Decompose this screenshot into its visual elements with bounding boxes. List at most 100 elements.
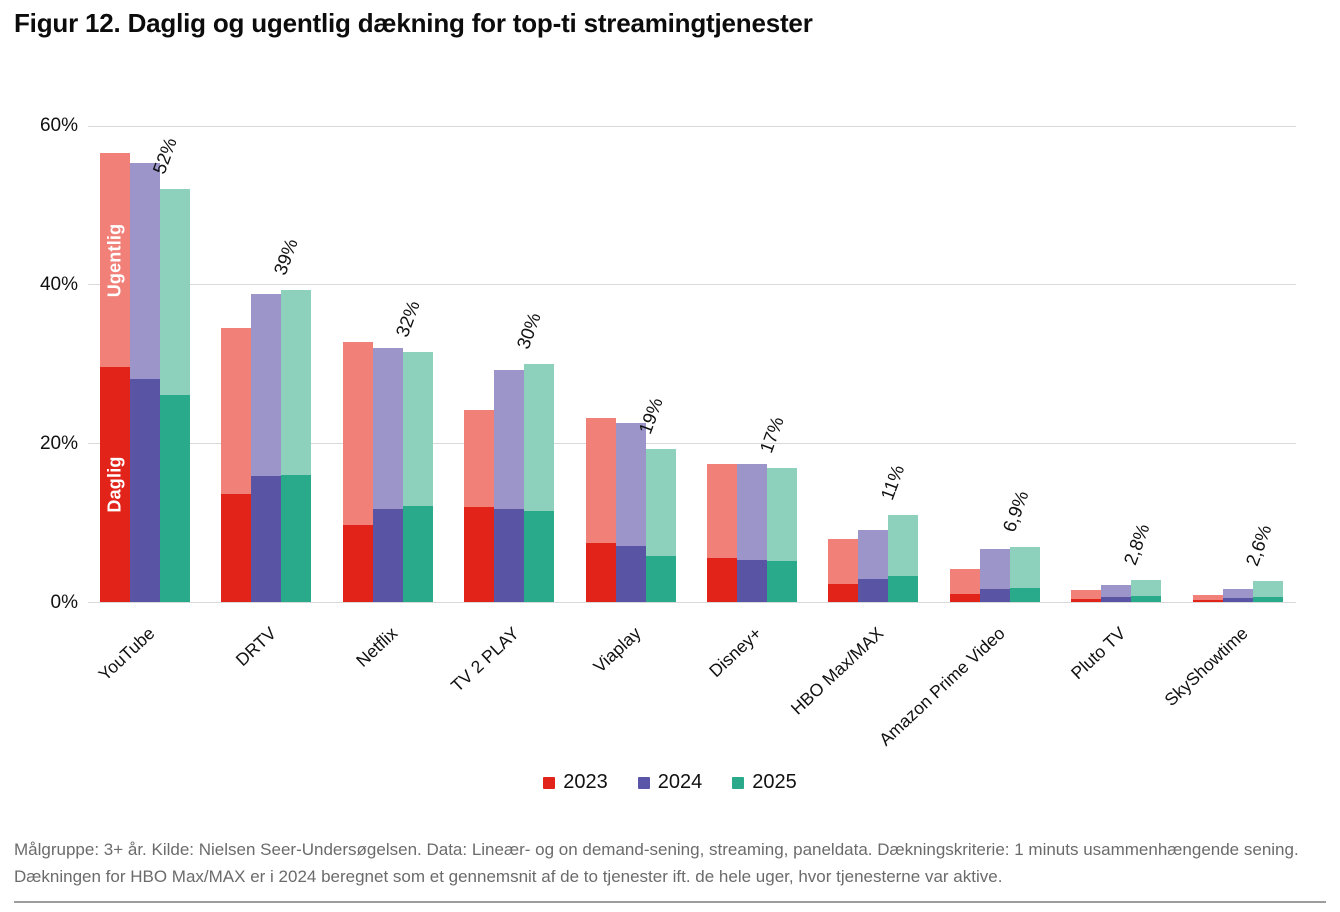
daily-segment [707, 558, 737, 602]
daily-segment [858, 578, 889, 602]
daily-segment [1131, 595, 1162, 602]
bar-youtube-2023: Ugentlig Daglig [100, 152, 130, 602]
plot-area: Ugentlig Daglig 52% YouTube 39% DRTV 32% Netfli… [88, 126, 1296, 750]
bar-skyshowtime-2025 [1252, 581, 1283, 602]
bar-pluto-tv-2025 [1131, 579, 1162, 602]
weekly-segment [1252, 581, 1283, 598]
bar-amazon-prime-video-2024 [979, 548, 1010, 602]
x-axis-label-disney: Disney+ [705, 623, 766, 682]
bar-drtv-2025 [281, 290, 312, 602]
bar-youtube-2024 [130, 163, 160, 602]
daily-segment [1071, 598, 1102, 602]
bar-amazon-prime-video-2025 [1009, 547, 1040, 602]
weekly-segment [342, 342, 373, 525]
x-axis-label-tv-2-play: TV 2 PLAY [446, 623, 523, 696]
gridline-40 [88, 284, 1296, 285]
weekly-segment [524, 364, 555, 512]
bar-disney-2025 [767, 468, 797, 602]
daily-segment [281, 474, 312, 602]
daily-segment [585, 543, 616, 602]
bar-drtv-2024 [251, 293, 282, 602]
weekly-segment [251, 293, 282, 477]
bar-pluto-tv-2024 [1101, 584, 1132, 602]
y-axis-label-40: 40% [39, 274, 78, 295]
daily-segment [402, 505, 433, 602]
gridline-0 [88, 602, 1296, 603]
bar-tv-2-play-2025 [524, 364, 555, 602]
bar-hbo-max-max-2024 [858, 530, 889, 602]
daily-segment [737, 559, 767, 602]
y-axis-label-20: 20% [39, 433, 78, 454]
bar-tv-2-play-2023 [464, 410, 495, 602]
daily-segment [1101, 597, 1132, 602]
x-axis-label-amazon-prime-video: Amazon Prime Video [874, 623, 1009, 750]
weekly-segment [221, 327, 252, 494]
bar-viaplay-2025 [645, 449, 676, 602]
bar-netflix-2023 [342, 342, 373, 602]
daily-segment [342, 524, 373, 602]
y-axis-label-0: 0% [50, 592, 78, 613]
daily-segment [524, 511, 555, 602]
weekly-segment [979, 548, 1010, 590]
daily-segment [372, 508, 403, 602]
bar-disney-2023 [707, 463, 737, 602]
x-axis-label-youtube: YouTube [94, 623, 159, 685]
weekly-segment [1222, 588, 1253, 599]
daily-segment [615, 545, 646, 602]
bar-viaplay-2023 [585, 417, 616, 602]
weekly-segment [767, 468, 797, 562]
daily-segment [767, 561, 797, 602]
daily-segment [1009, 587, 1040, 602]
value-label-2025-disney: 17% [755, 414, 788, 457]
legend-swatch-2024 [637, 776, 650, 789]
x-axis-label-hbo-max-max: HBO Max/MAX [786, 623, 888, 719]
weekly-segment [858, 530, 889, 579]
daily-segment [160, 394, 190, 602]
daily-segment [130, 379, 160, 602]
weekly-segment [615, 423, 646, 546]
x-axis-label-drtv: DRTV [231, 623, 281, 670]
bar-hbo-max-max-2025 [888, 515, 919, 602]
bar-netflix-2025 [402, 351, 433, 602]
daily-segment [1252, 597, 1283, 602]
weekly-segment [737, 464, 767, 560]
footnote: Målgruppe: 3+ år. Kilde: Nielsen Seer-Un… [14, 840, 1299, 886]
bar-disney-2024 [737, 464, 767, 602]
daily-segment [1192, 600, 1223, 602]
value-label-2025-amazon-prime-video: 6,9% [998, 488, 1033, 535]
x-axis-label-pluto-tv: Pluto TV [1067, 623, 1130, 684]
bar-skyshowtime-2024 [1222, 588, 1253, 602]
weekly-segment: Ugentlig [100, 152, 130, 368]
bar-netflix-2024 [372, 348, 403, 602]
x-axis-label-skyshowtime: SkyShowtime [1160, 623, 1252, 710]
weekly-segment [949, 569, 980, 595]
weekly-inline-label: Ugentlig [104, 223, 125, 297]
bar-skyshowtime-2023 [1192, 594, 1223, 602]
page-title: Figur 12. Daglig og ugentlig dækning for… [14, 8, 813, 38]
value-label-2025-skyshowtime: 2,6% [1240, 522, 1276, 570]
bar-group-netflix [342, 342, 433, 602]
value-label-2025-tv-2-play: 30% [512, 309, 545, 352]
x-axis-label-viaplay: Viaplay [588, 623, 645, 677]
weekly-segment [372, 348, 403, 509]
daily-segment [494, 509, 525, 602]
bar-group-tv-2-play [464, 364, 555, 602]
bar-amazon-prime-video-2023 [949, 569, 980, 602]
weekly-segment [585, 417, 616, 544]
daily-segment [221, 493, 252, 602]
bar-group-disney [707, 463, 797, 602]
legend-swatch-2023 [543, 776, 556, 789]
weekly-segment [1192, 594, 1223, 601]
weekly-segment [888, 515, 919, 576]
bar-group-drtv [221, 290, 312, 602]
y-axis-label-60: 60% [39, 115, 78, 136]
weekly-segment [160, 188, 190, 395]
daily-segment [979, 589, 1010, 602]
gridline-60 [88, 126, 1296, 127]
weekly-segment [281, 290, 312, 475]
daily-segment [1222, 598, 1253, 602]
legend-label: 2024 [657, 771, 703, 793]
value-label-2025-drtv: 39% [269, 236, 303, 279]
weekly-segment [1009, 547, 1040, 588]
